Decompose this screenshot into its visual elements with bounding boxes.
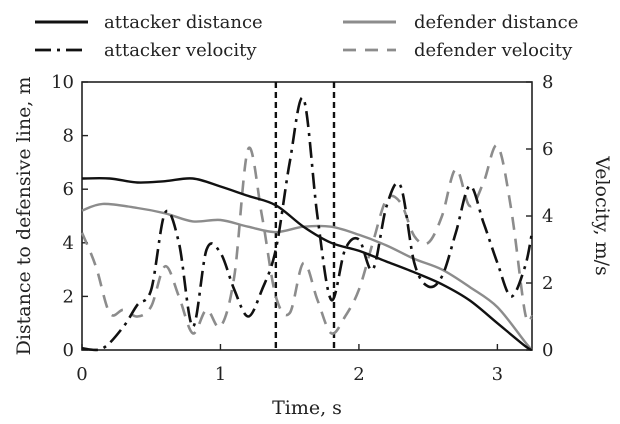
legend-label-defender-distance: defender distance [414, 12, 578, 33]
x-tick-label: 0 [76, 364, 87, 385]
y-axis-right-label: Velocity, m/s [591, 155, 613, 276]
series-lines [80, 96, 534, 352]
x-tick-label: 1 [215, 364, 226, 385]
x-tick-label: 2 [353, 364, 364, 385]
y-right-tick-label: 8 [542, 72, 553, 93]
y-left-tick-label: 0 [63, 340, 74, 361]
series-line-defender-velocity [80, 144, 534, 335]
y-right-tick-label: 0 [542, 340, 553, 361]
y-left-tick-label: 8 [63, 126, 74, 147]
vertical-markers [274, 82, 336, 350]
legend-label-defender-velocity: defender velocity [414, 40, 573, 61]
x-axis-label: Time, s [272, 397, 342, 419]
axis-ticks: 0 1 2 3 0 2 4 6 8 10 0 2 4 6 8 [51, 72, 553, 385]
legend-label-attacker-distance: attacker distance [104, 12, 263, 33]
y-left-tick-label: 2 [63, 286, 74, 307]
series-line-defender-distance [81, 202, 533, 351]
y-right-tick-label: 6 [542, 139, 553, 160]
y-left-tick-label: 4 [63, 233, 74, 254]
x-tick-label: 3 [492, 364, 503, 385]
series-line-attacker-distance [81, 176, 533, 352]
legend: attacker distance attacker velocity defe… [35, 12, 578, 61]
legend-label-attacker-velocity: attacker velocity [104, 40, 257, 61]
y-right-tick-label: 4 [542, 206, 553, 227]
series-line-attacker-velocity [81, 96, 534, 352]
y-left-tick-label: 6 [63, 179, 74, 200]
y-left-tick-label: 10 [51, 72, 74, 93]
y-axis-left-label: Distance to defensive line, m [13, 77, 35, 356]
y-right-tick-label: 2 [542, 273, 553, 294]
